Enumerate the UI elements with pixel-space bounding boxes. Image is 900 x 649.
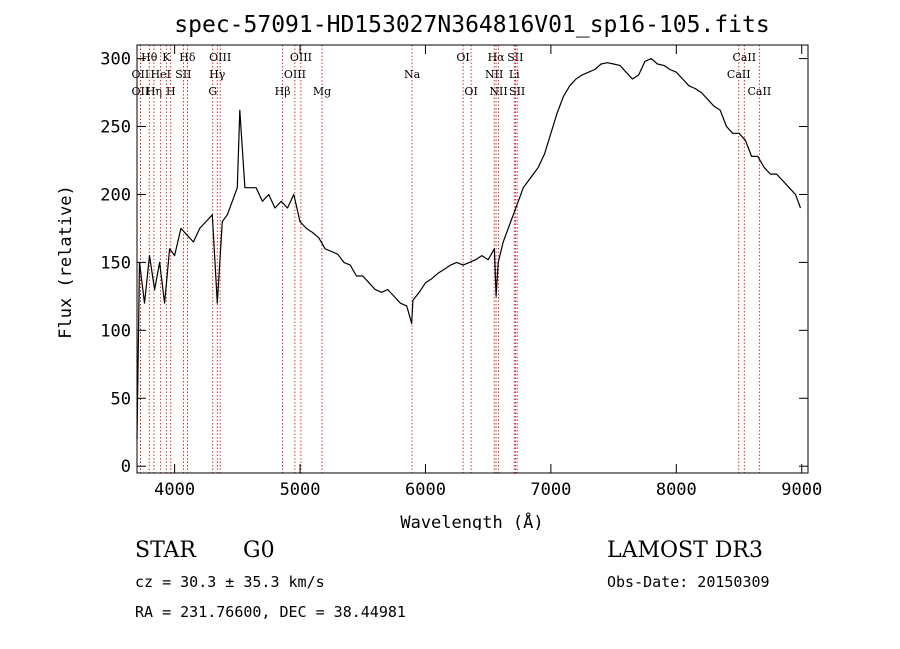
spectral-line-label: OIII [284, 68, 306, 81]
object-type: STAR [135, 538, 196, 563]
x-tick-label: 8000 [656, 480, 697, 500]
spectral-line-label: OIII [290, 51, 312, 64]
y-tick-label: 250 [100, 118, 131, 138]
x-tick-label: 7000 [530, 480, 571, 500]
x-tick-label: 9000 [781, 480, 822, 500]
spectral-line-label: Hη [146, 85, 162, 98]
spectral-line-label: HeI [150, 68, 170, 81]
object-subclass: G0 [243, 538, 275, 563]
flux-line [136, 57, 802, 440]
spectral-line-label: CaII [748, 85, 772, 98]
y-tick-label: 0 [121, 457, 131, 477]
spectral-line-label: Hθ [141, 51, 158, 64]
spectral-line-label: Hδ [179, 51, 196, 64]
x-tick-label: 4000 [154, 480, 195, 500]
redshift-value: cz = 30.3 ± 35.3 km/s [135, 573, 325, 591]
x-tick-label: 6000 [405, 480, 446, 500]
spectral-line-label: OI [464, 85, 477, 98]
spectral-line-label: Na [404, 68, 421, 81]
spectral-line-label: SII [175, 68, 191, 81]
spectral-line-label: Li [509, 68, 520, 81]
y-tick-label: 300 [100, 50, 131, 70]
spectral-line-label: G [208, 85, 217, 98]
spectral-line-label: CaII [732, 51, 756, 64]
spectral-line-label: Hβ [275, 85, 291, 98]
x-tick-label: 5000 [280, 480, 321, 500]
spectrum-chart: spec-57091-HD153027N364816V01_sp16-105.f… [56, 12, 822, 530]
spectral-line-label: Hγ [209, 68, 226, 81]
spectral-line-label: CaII [727, 68, 751, 81]
observation-date: Obs-Date: 20150309 [607, 573, 770, 591]
spectral-line-label: OII [132, 85, 150, 98]
flux-series [136, 57, 802, 440]
spectral-line-label: OIII [209, 51, 231, 64]
spectral-line-label: SII [507, 51, 523, 64]
coordinates: RA = 231.76600, DEC = 38.44981 [135, 603, 406, 621]
x-axis-label: Wavelength (Å) [400, 511, 543, 530]
spectral-line-label: Hα [488, 51, 506, 64]
spectral-line-label: K [162, 51, 171, 64]
spectral-line-label: OI [456, 51, 469, 64]
y-tick-label: 100 [100, 321, 131, 341]
spectral-line-label: H [166, 85, 176, 98]
chart-title: spec-57091-HD153027N364816V01_sp16-105.f… [174, 12, 769, 38]
spectral-line-label: SII [509, 85, 525, 98]
survey-name: LAMOST DR3 [607, 538, 763, 563]
y-tick-label: 200 [100, 185, 131, 205]
y-tick-label: 50 [111, 389, 131, 409]
y-tick-label: 150 [100, 253, 131, 273]
y-axis-label: Flux (relative) [56, 185, 76, 339]
plot-frame [136, 44, 809, 474]
spectral-line-label: Mg [313, 85, 331, 98]
spectral-line-label: NII [485, 68, 503, 81]
axis-ticks: 4000 5000 6000 7000 8000 9000 0 50 100 150 200 250 3… [100, 45, 822, 500]
spectral-line-label: NII [489, 85, 507, 98]
